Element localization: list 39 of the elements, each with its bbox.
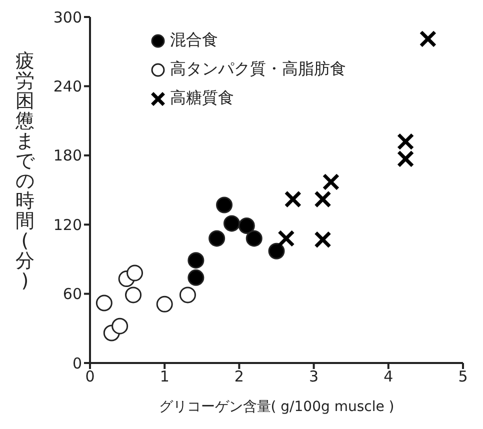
x-tick-label: 1 — [160, 368, 170, 386]
y-tick-label: 240 — [53, 78, 82, 96]
y-tick-label: 120 — [53, 216, 82, 234]
legend-label: 混合食 — [170, 30, 218, 51]
x-tick-label: 5 — [458, 368, 468, 386]
point — [223, 215, 240, 232]
point — [208, 230, 226, 247]
point — [216, 196, 233, 214]
point — [179, 286, 196, 304]
x-axis-title: グリコーゲン含量( g/100g muscle ) — [158, 399, 394, 415]
point — [420, 32, 436, 46]
point — [268, 242, 285, 260]
point — [278, 231, 294, 246]
point — [96, 294, 112, 312]
point — [315, 192, 330, 207]
point — [246, 230, 262, 247]
y-tick-label: 60 — [62, 285, 82, 304]
legend-label: 高タンパク質・高脂肪食 — [170, 59, 346, 80]
x-tick-label: 0 — [85, 368, 95, 386]
y-tick-label: 180 — [53, 146, 82, 165]
y-tick-label: 0 — [72, 354, 82, 372]
text: 疲労困憊までの時間(分) — [16, 50, 34, 292]
point — [188, 269, 204, 286]
x-tick-label: 2 — [234, 368, 244, 386]
legend-label: 高糖質食 — [170, 88, 234, 109]
x-tick-label: 3 — [309, 368, 319, 386]
point — [156, 296, 173, 312]
point — [286, 192, 300, 207]
point — [188, 252, 204, 269]
point — [126, 264, 144, 282]
point — [324, 174, 338, 190]
point — [398, 134, 413, 149]
point — [315, 232, 330, 247]
point — [112, 318, 128, 334]
y-tick-label: 300 — [53, 8, 82, 26]
point — [398, 151, 413, 166]
point — [238, 218, 255, 234]
x-tick-label: 4 — [384, 368, 394, 386]
point — [125, 286, 142, 304]
